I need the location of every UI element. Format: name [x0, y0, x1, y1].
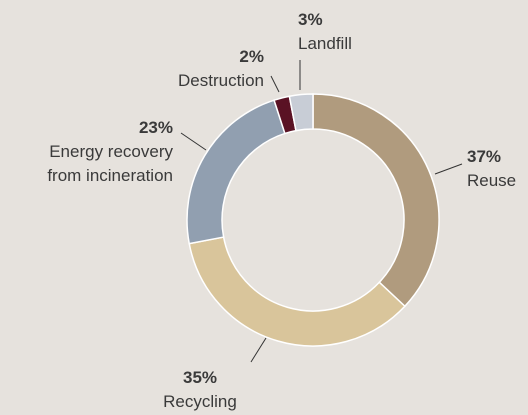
donut-segment [188, 236, 406, 347]
leader-line [180, 132, 207, 151]
donut-segment [288, 93, 314, 132]
category-label: Energy recovery from incineration [47, 142, 173, 185]
segment-label: 2% Destruction [134, 45, 264, 93]
percent-label: 35% [182, 368, 218, 387]
percent-label: 23% [138, 118, 173, 137]
segment-label: 3% Landfill [298, 8, 378, 56]
category-label: Destruction [178, 71, 264, 90]
leader-line [434, 163, 463, 175]
category-label: Landfill [298, 34, 352, 53]
leader-line [270, 75, 280, 93]
donut-segment [312, 93, 440, 308]
leader-line [250, 337, 267, 363]
donut-segment [186, 99, 286, 245]
percent-label: 37% [467, 147, 502, 166]
category-label: Recycling [163, 392, 237, 411]
segment-label: 35% Recycling [150, 366, 250, 414]
percent-label: 2% [239, 47, 264, 66]
percent-label: 3% [298, 10, 323, 29]
segment-label: 23% Energy recovery from incineration [13, 116, 173, 188]
segment-label: 37% Reuse [467, 145, 527, 193]
category-label: Reuse [467, 171, 517, 190]
